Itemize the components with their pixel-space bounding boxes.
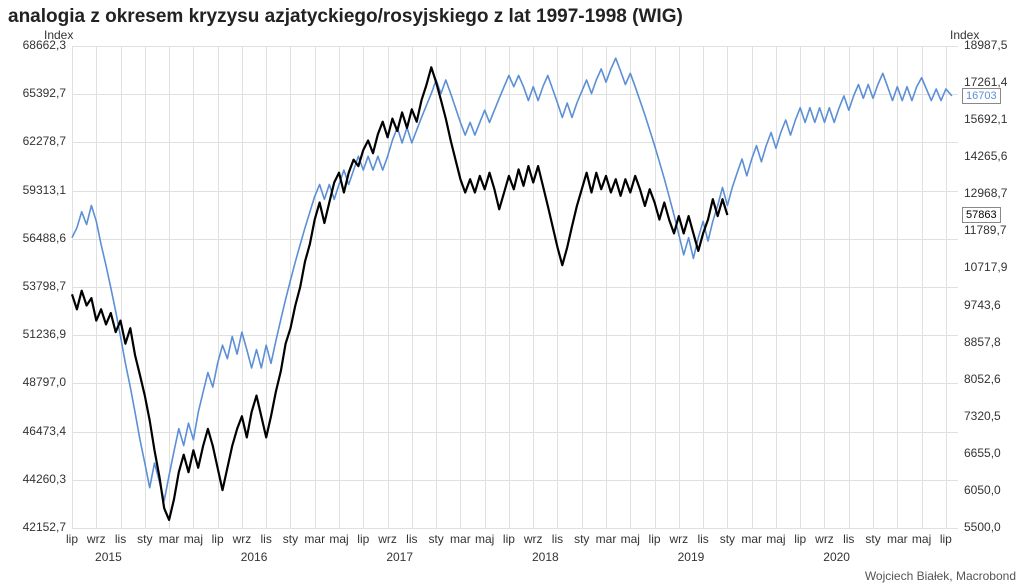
series-svg [0,0,1024,586]
flag-blue: 16703 [962,88,1001,104]
chart-container: analogia z okresem kryzysu azjatyckiego/… [0,0,1024,586]
series-blue [72,58,952,501]
flag-black: 57863 [962,207,1001,223]
